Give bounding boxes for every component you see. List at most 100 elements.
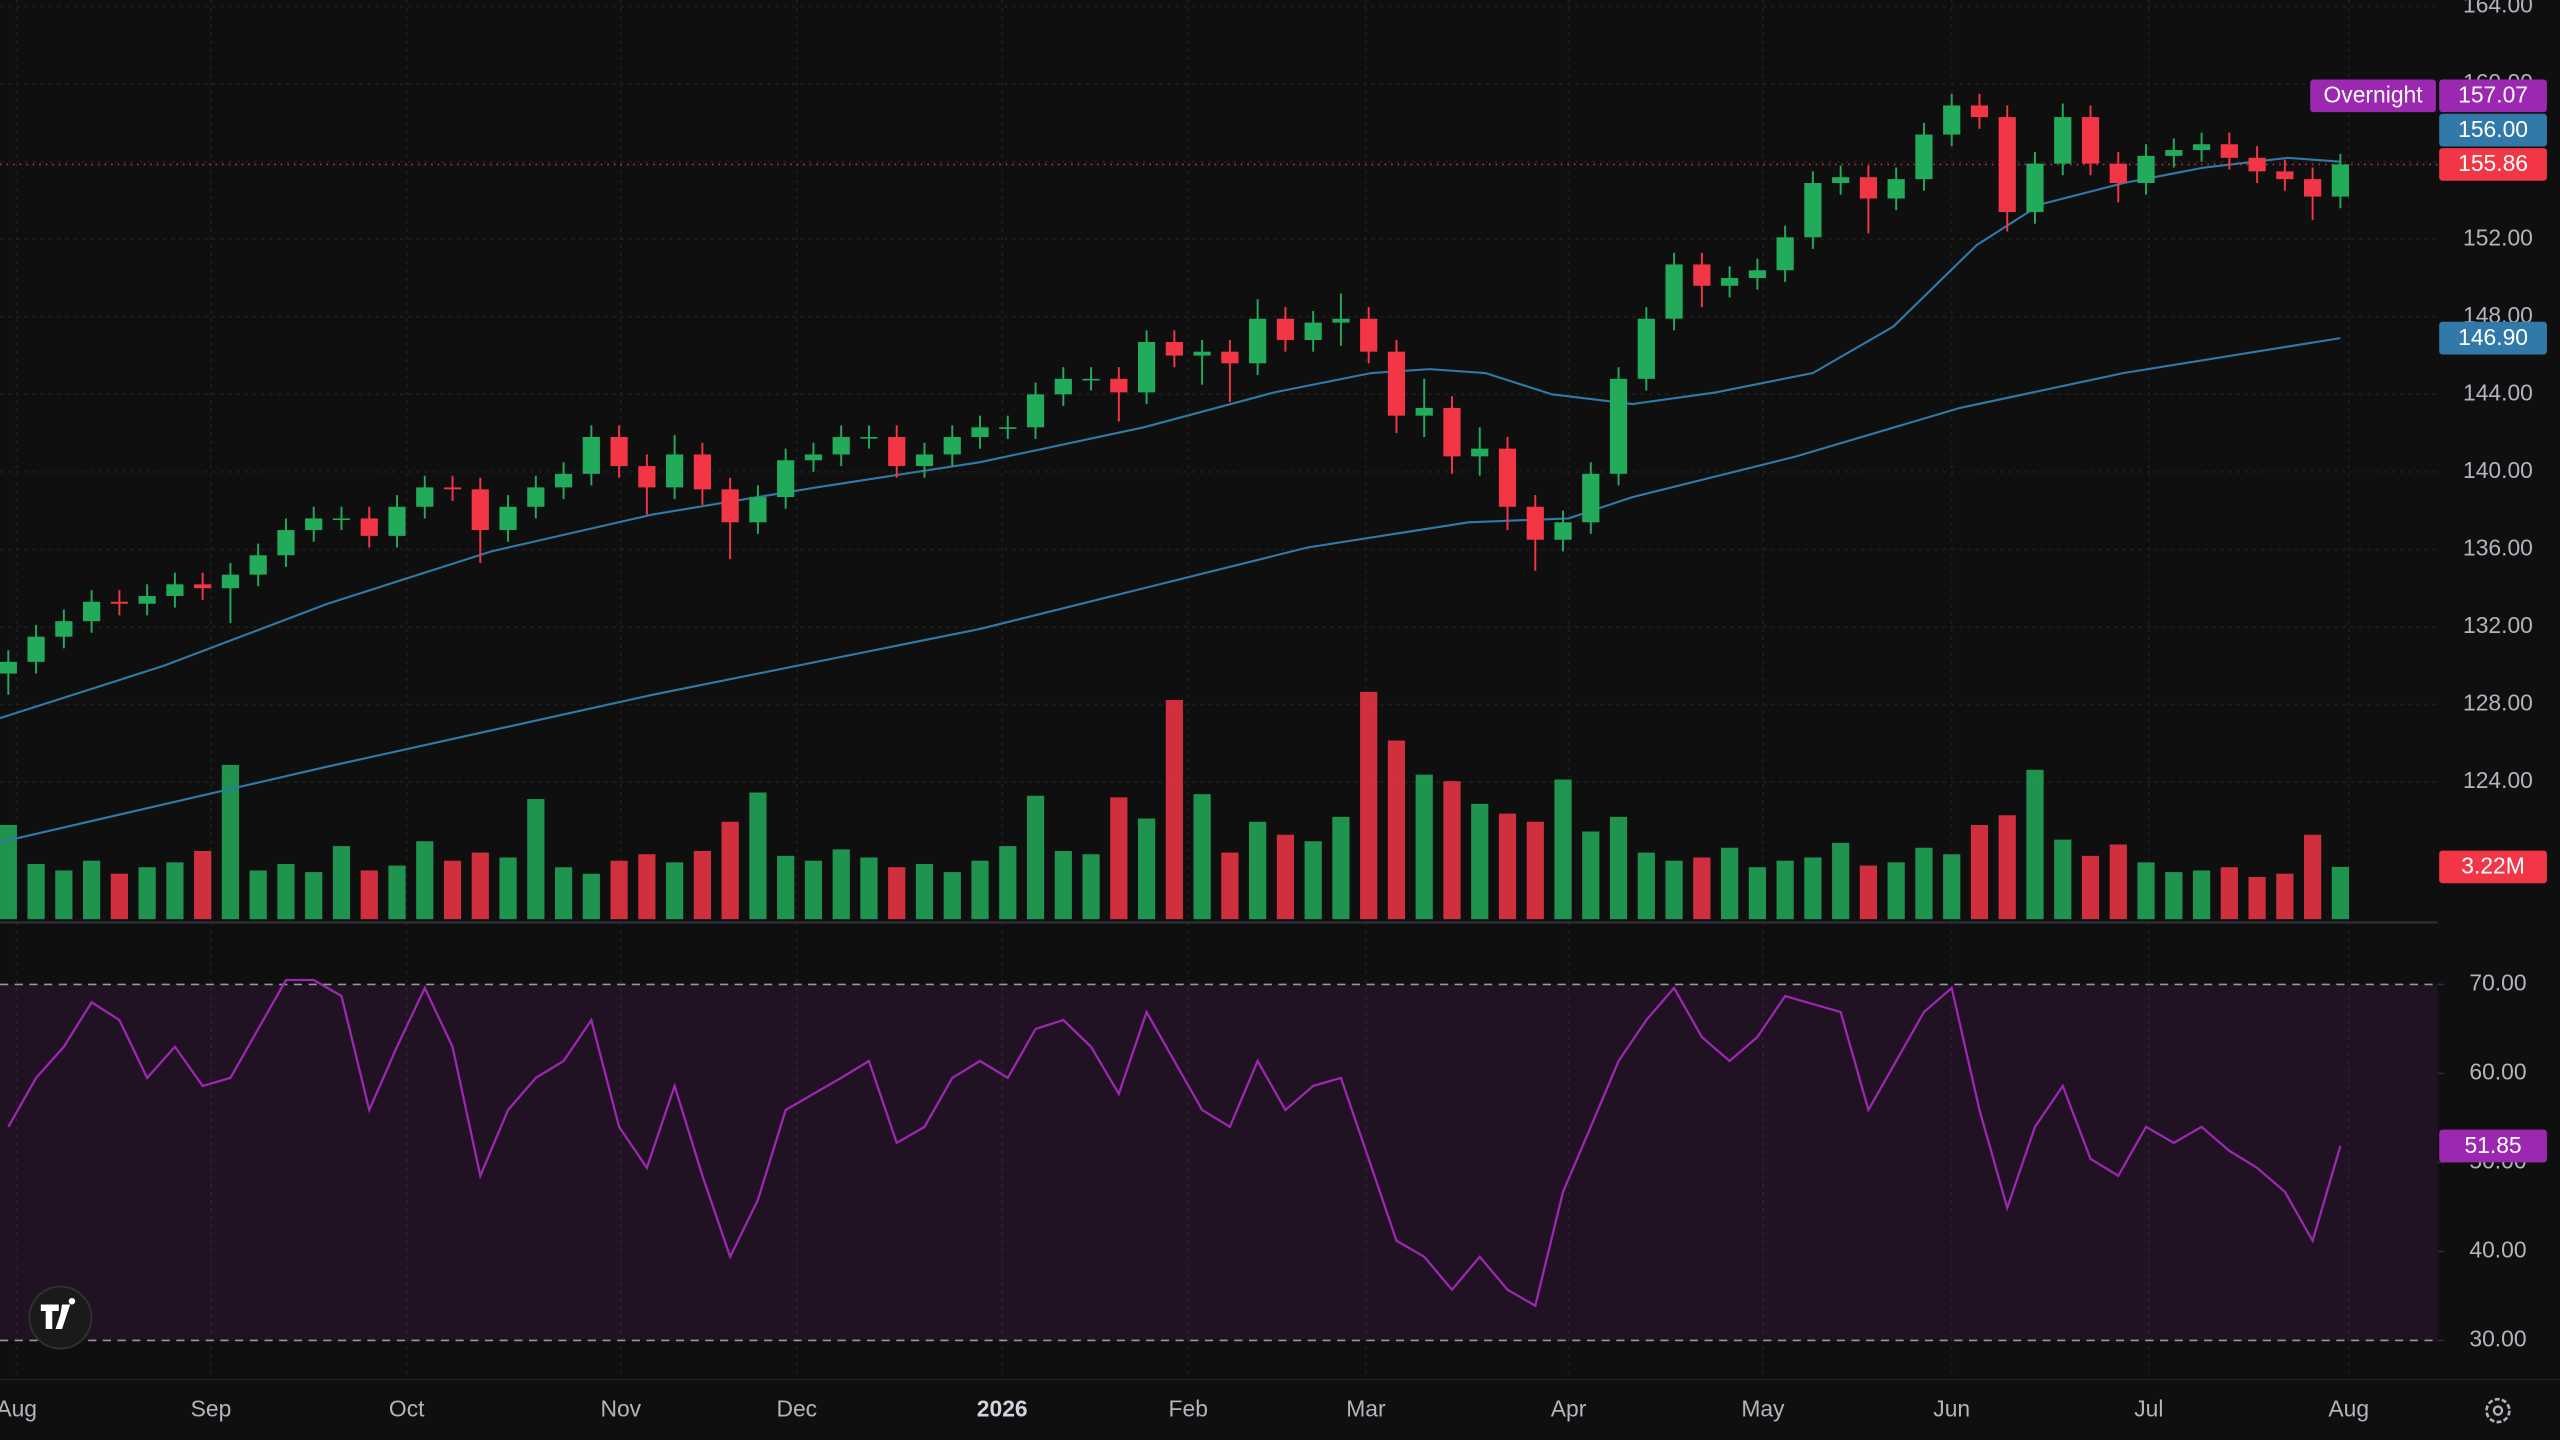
- overnight-tag: [2310, 79, 2436, 113]
- volume-bar: [693, 850, 711, 920]
- volume-bar: [1249, 821, 1267, 920]
- candle-body: [832, 436, 850, 455]
- candle-body: [1582, 473, 1600, 523]
- price-badge: [2439, 148, 2547, 181]
- rsi-tick-label: 70.00: [2469, 970, 2526, 996]
- volume-bar: [1970, 824, 1989, 920]
- price-badge-label: 156.00: [2458, 116, 2528, 142]
- volume-bar: [2109, 844, 2127, 920]
- volume-bar: [1554, 779, 1572, 920]
- gear-outer[interactable]: [2485, 1397, 2511, 1424]
- volume-bar: [1776, 860, 1794, 920]
- volume-bar: [1471, 803, 1489, 920]
- rsi-pane: [0, 978, 2445, 1342]
- volume-bar: [1054, 850, 1072, 920]
- rsi-line: [7, 978, 2342, 1308]
- volume-bar: [1943, 854, 1961, 920]
- volume-bar: [0, 824, 17, 920]
- candle-body: [0, 661, 17, 674]
- candle-body: [2276, 171, 2294, 180]
- candle-body: [1137, 341, 1156, 393]
- candle-body: [1998, 117, 2016, 213]
- candle-body: [1443, 407, 1461, 457]
- candle-body: [1943, 105, 1961, 135]
- x-tick-label: 2026: [977, 1396, 1028, 1422]
- volume-bar: [1304, 841, 1322, 920]
- candle-body: [1276, 318, 1295, 341]
- candle-body: [1970, 105, 1989, 118]
- volume-bar: [1609, 816, 1628, 920]
- candle-body: [610, 436, 628, 467]
- volume-bar: [888, 867, 906, 920]
- volume-bar: [804, 860, 823, 920]
- rsi-tick-label: 40.00: [2469, 1236, 2526, 1262]
- candle-body: [2109, 163, 2127, 184]
- candle-body: [666, 454, 684, 488]
- candle-body: [860, 436, 878, 439]
- volume-bar: [360, 870, 378, 920]
- candle-body: [110, 601, 128, 604]
- volume-bar: [721, 821, 739, 920]
- volume-bar: [1804, 857, 1822, 920]
- candle-body: [277, 530, 295, 556]
- volume-bar: [2220, 867, 2238, 920]
- candle-body: [721, 489, 739, 523]
- x-tick-label: May: [1741, 1396, 1785, 1422]
- candle-body: [1804, 183, 1822, 238]
- volume-bar: [527, 799, 545, 920]
- candle-body: [1026, 394, 1045, 428]
- volume-bar: [610, 860, 628, 920]
- rsi-band: [0, 984, 2438, 1341]
- volume-bar: [1332, 816, 1350, 920]
- volume-pane: [0, 691, 2349, 920]
- y-tick-label: 144.00: [2463, 379, 2533, 405]
- volume-bar: [1110, 797, 1128, 920]
- volume-bar: [1720, 847, 1739, 920]
- volume-bar: [666, 862, 684, 920]
- candle-body: [221, 574, 240, 589]
- moving-average: [0, 156, 2341, 720]
- volume-bar: [471, 852, 489, 920]
- candle-body: [804, 454, 823, 461]
- candle-body: [1193, 351, 1211, 356]
- candle-body: [693, 454, 711, 490]
- volume-bar: [777, 855, 795, 920]
- candle-body: [749, 497, 767, 523]
- candle-body: [527, 487, 545, 507]
- x-tick-label: Aug: [0, 1396, 37, 1422]
- candle-body: [1776, 237, 1794, 271]
- candle-body: [1221, 351, 1239, 364]
- x-tick-label: Jul: [2134, 1396, 2163, 1422]
- y-tick-label: 132.00: [2463, 612, 2533, 638]
- volume-bar: [1165, 699, 1183, 920]
- volume-bar: [1082, 854, 1100, 920]
- volume-bar: [2081, 855, 2100, 920]
- candle-body: [1665, 264, 1683, 319]
- candle-body: [2081, 117, 2100, 164]
- tradingview-logo[interactable]: [28, 1285, 93, 1350]
- volume-bar: [1665, 860, 1683, 920]
- candle-body: [971, 427, 989, 437]
- volume-bar: [194, 850, 212, 920]
- volume-bar: [1193, 794, 1211, 920]
- volume-bar: [1137, 818, 1156, 920]
- volume-bar: [749, 792, 767, 920]
- x-tick-label: Oct: [389, 1396, 425, 1422]
- candle-body: [166, 584, 184, 596]
- candle-body: [2026, 163, 2044, 213]
- volume-bar: [971, 860, 989, 920]
- x-tick-label: Jun: [1933, 1396, 1970, 1422]
- price-badges: 157.07 Overnight 156.00 155.86 146.90 3.22M 51…: [2310, 79, 2547, 1163]
- volume-bar: [2276, 873, 2294, 920]
- volume-bar: [2026, 769, 2044, 920]
- candle-body: [1554, 522, 1572, 540]
- price-badge-label: 146.90: [2458, 324, 2528, 350]
- settings-button[interactable]: [2485, 1397, 2511, 1424]
- candle-body: [1832, 177, 1850, 184]
- candle-body: [388, 506, 406, 536]
- volume-bar: [1915, 847, 1933, 920]
- y-tick-label: 136.00: [2463, 534, 2533, 560]
- candle-body: [1249, 318, 1267, 364]
- candle-body: [1110, 378, 1128, 393]
